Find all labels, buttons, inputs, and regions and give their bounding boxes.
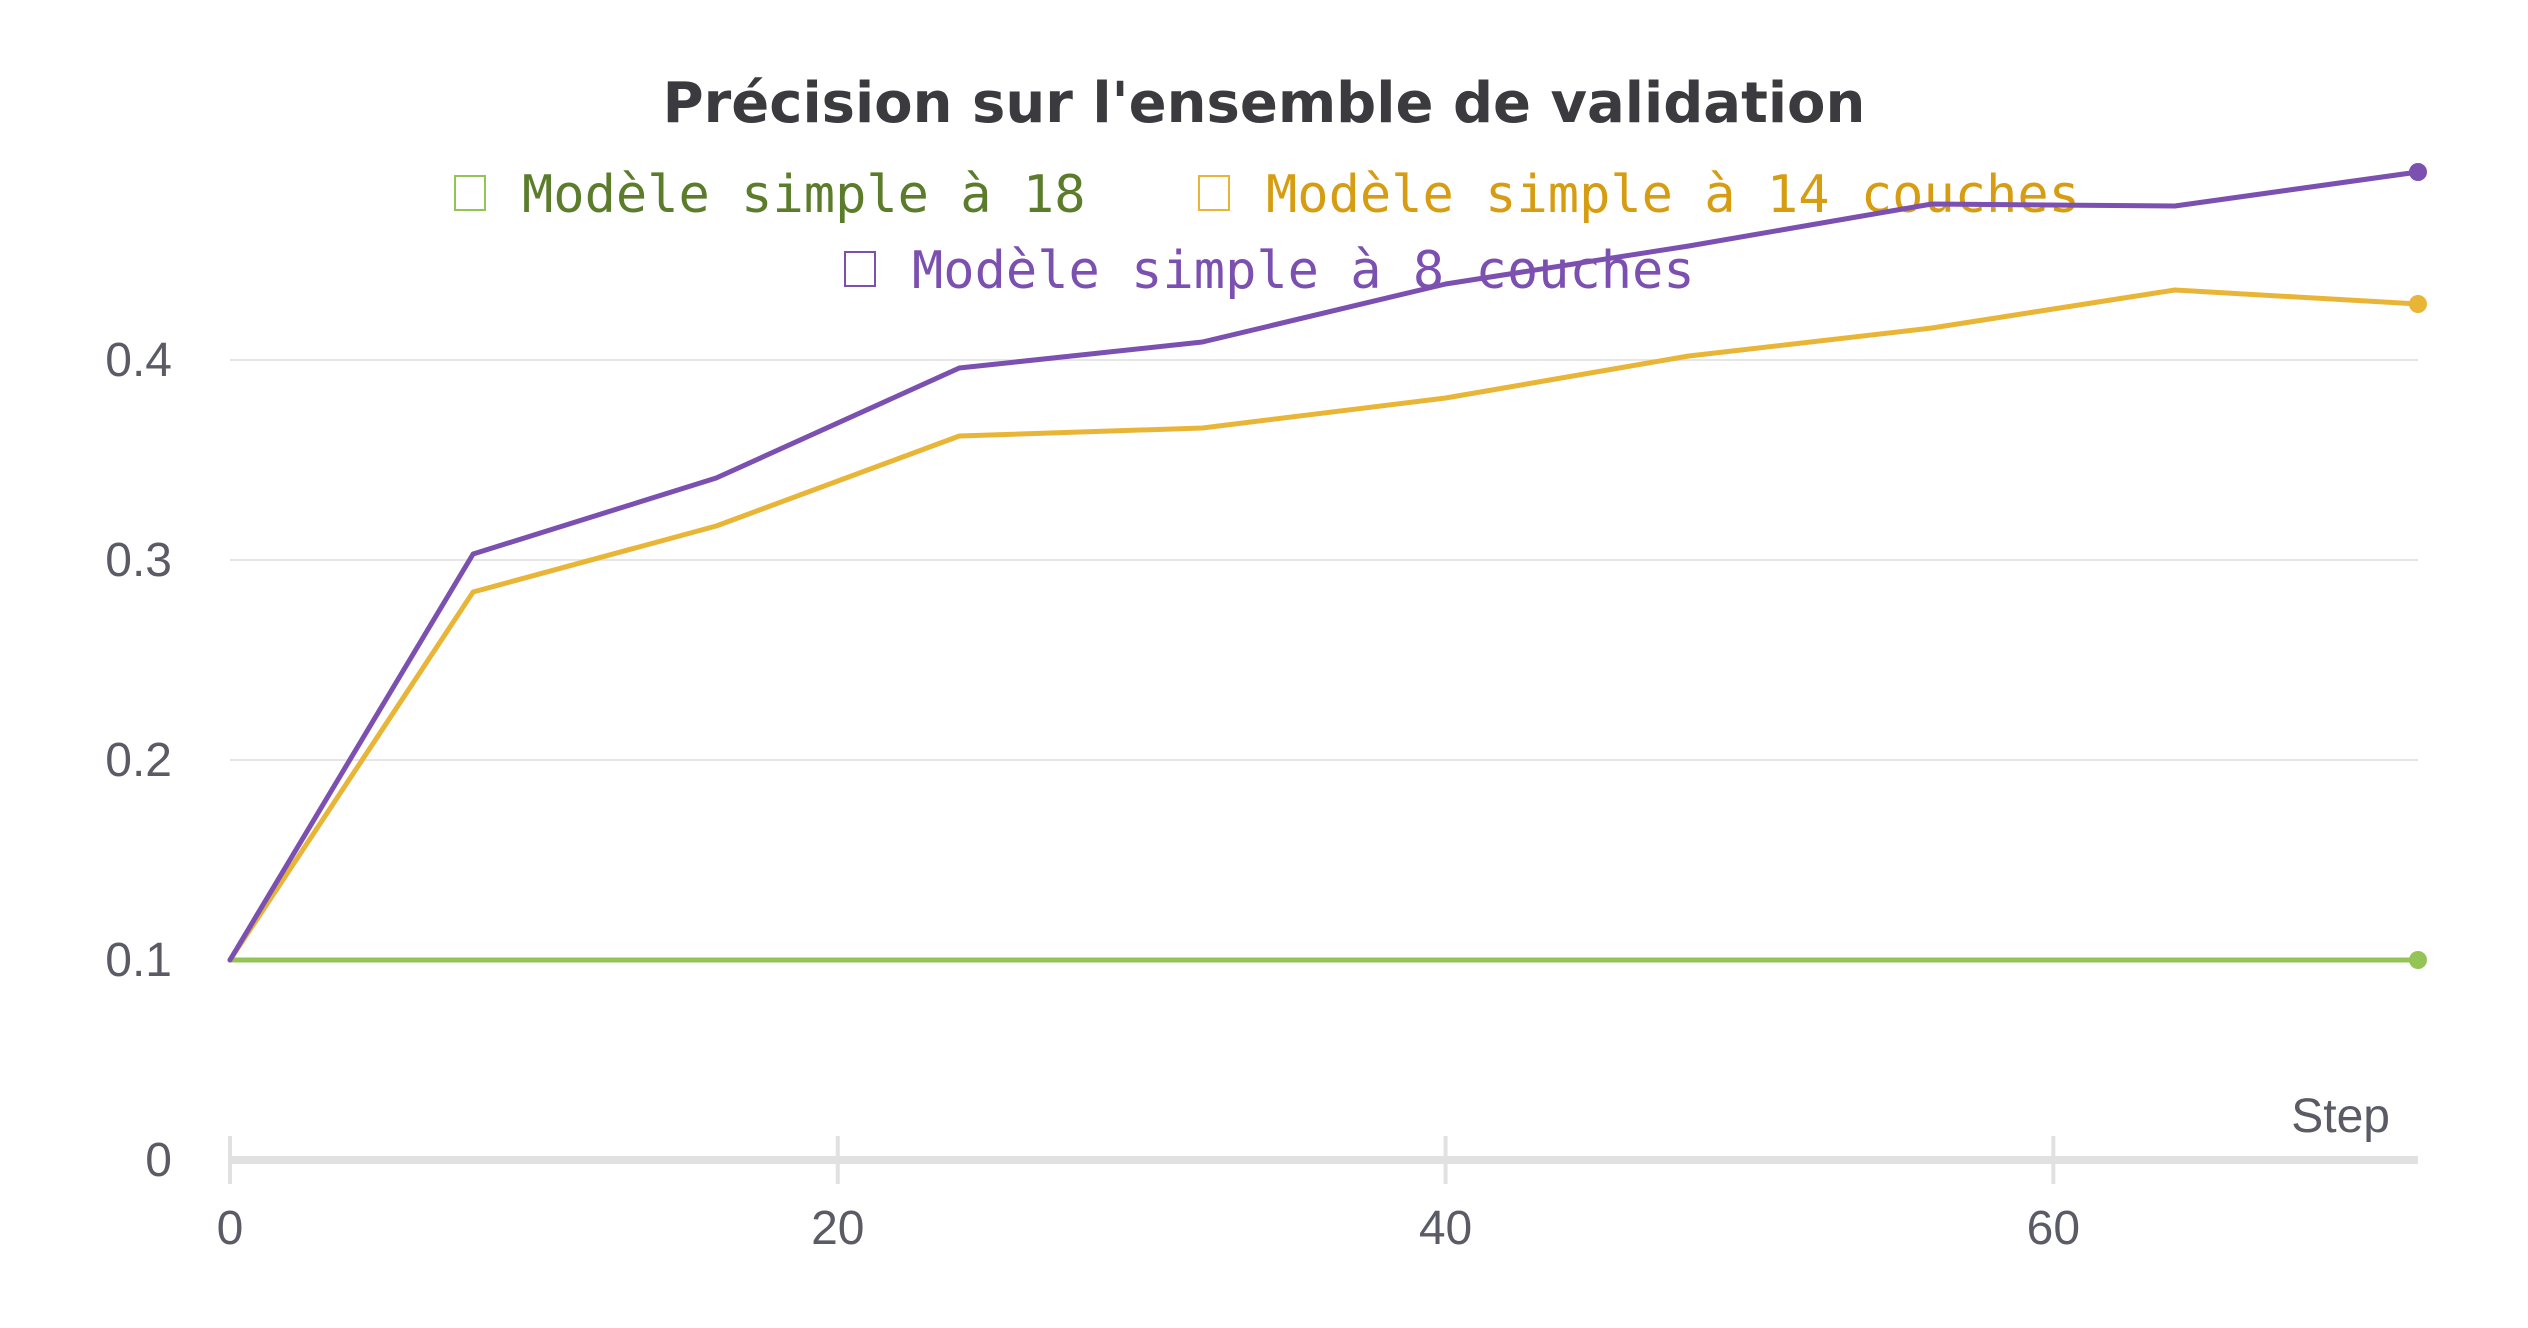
x-tick-label: 40 (1419, 1202, 1472, 1255)
y-tick-label: 0.2 (105, 734, 172, 787)
y-tick-label: 0 (145, 1134, 172, 1187)
legend-label-18: Modèle simple à 18 (522, 165, 1086, 225)
end-markers (2409, 163, 2427, 969)
chart-title: Précision sur l'ensemble de validation (663, 71, 1866, 136)
legend-swatch-18 (454, 175, 486, 211)
x-tick-label: 0 (217, 1202, 244, 1255)
legend: Modèle simple à 18 Modèle simple à 14 co… (454, 165, 2080, 301)
y-tick-label: 0.1 (105, 934, 172, 987)
legend-swatch-14 (1198, 175, 1230, 211)
series-lines (227, 169, 2421, 963)
y-tick-label: 0.3 (105, 534, 172, 587)
legend-item-18[interactable]: Modèle simple à 18 (454, 165, 1086, 225)
legend-swatch-8 (844, 251, 876, 287)
series-end-point-1[interactable] (2409, 295, 2427, 313)
series-line-1[interactable] (227, 287, 2421, 963)
legend-item-14[interactable]: Modèle simple à 14 couches (1198, 165, 2080, 225)
x-tick-label: 60 (2027, 1202, 2080, 1255)
series-end-point-0[interactable] (2409, 951, 2427, 969)
y-tick-label: 0.4 (105, 334, 172, 387)
legend-label-14: Modèle simple à 14 couches (1266, 165, 2080, 225)
x-tick-label: 20 (811, 1202, 864, 1255)
series-line-2[interactable] (227, 169, 2421, 963)
legend-label-8: Modèle simple à 8 couches (912, 241, 1695, 301)
x-axis: 0 20 40 60 (217, 1136, 2418, 1255)
legend-item-8[interactable]: Modèle simple à 8 couches (844, 241, 1695, 301)
x-axis-title: Step (2291, 1090, 2390, 1143)
series-end-point-2[interactable] (2409, 163, 2427, 181)
grid: 0 0.1 0.2 0.3 0.4 (105, 334, 2418, 1187)
